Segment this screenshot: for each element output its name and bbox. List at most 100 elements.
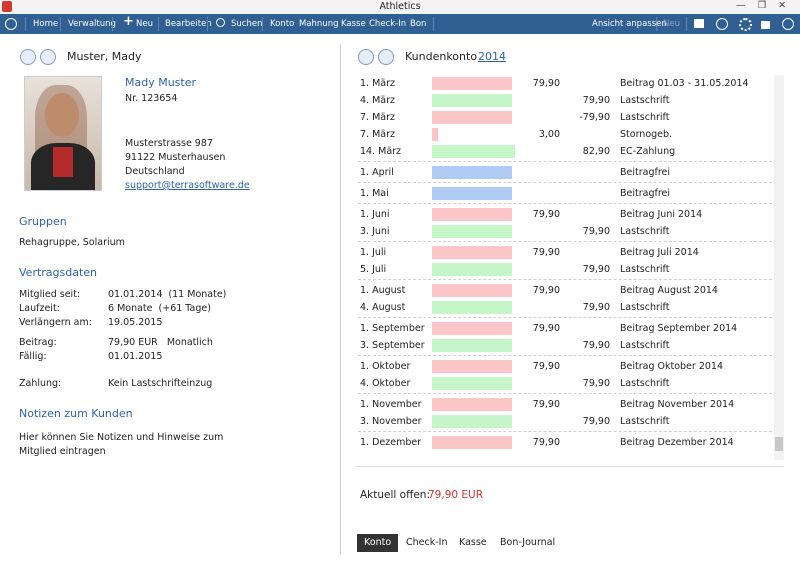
- toolbar-button[interactable]: Kasse: [341, 19, 366, 29]
- toolbar-separator: [25, 17, 26, 31]
- credit-amount: 79,90: [582, 95, 610, 106]
- toolbar-separator: [433, 17, 434, 31]
- entry-bar: [432, 246, 512, 259]
- entry-date: 4. Oktober: [360, 378, 411, 389]
- entry-text: Beitrag September 2014: [620, 323, 738, 334]
- year-link[interactable]: 2014: [478, 50, 506, 63]
- back-icon[interactable]: [5, 18, 17, 30]
- tab[interactable]: Kasse: [459, 537, 487, 548]
- settings-icon[interactable]: [739, 18, 752, 31]
- entry-bar: [432, 360, 512, 373]
- tab[interactable]: Konto: [357, 534, 399, 552]
- entry-bar: [432, 415, 512, 428]
- toolbar-separator: [112, 17, 113, 31]
- entry-text: Lastschrift: [620, 95, 670, 106]
- toolbar-button[interactable]: Bon: [410, 19, 427, 29]
- entry-bar: [432, 322, 512, 335]
- entry-date: 3. September: [360, 340, 425, 351]
- email-link[interactable]: support@terrasoftware.de: [125, 180, 250, 191]
- entry-date: 1. Oktober: [360, 361, 411, 372]
- section-heading: Vertragsdaten: [19, 266, 98, 279]
- month-separator: [358, 182, 772, 183]
- toolbar-button[interactable]: Suchen: [231, 19, 263, 29]
- entry-bar: [432, 225, 512, 238]
- app-icon: [2, 1, 12, 12]
- entry-date: 14. März: [360, 146, 402, 157]
- groups-text: Rehagruppe, Solarium: [19, 237, 125, 248]
- prev-button[interactable]: [358, 49, 374, 65]
- search-icon: [216, 18, 225, 27]
- entry-text: Lastschrift: [620, 340, 670, 351]
- month-separator: [358, 161, 772, 162]
- tab[interactable]: Check-In: [406, 537, 448, 548]
- toolbar-button[interactable]: Home: [33, 19, 59, 29]
- entry-bar: [432, 128, 438, 141]
- info-icon[interactable]: [782, 18, 794, 30]
- toolbar-button[interactable]: Ansicht anpassen: [592, 19, 667, 29]
- entry-bar: [432, 339, 512, 352]
- entry-text: EC-Zahlung: [620, 146, 676, 157]
- debit-amount: 79,90: [532, 437, 560, 448]
- debit-amount: 79,90: [532, 209, 560, 220]
- entry-text: Lastschrift: [620, 112, 670, 123]
- entry-date: 7. März: [360, 112, 395, 123]
- entry-date: 1. August: [360, 285, 406, 296]
- toolbar-button[interactable]: Konto: [270, 19, 295, 29]
- prev-button[interactable]: [20, 49, 36, 65]
- plus-icon: +: [123, 14, 134, 29]
- address-line: Musterstrasse 987: [125, 138, 213, 149]
- toolbar-button[interactable]: Check-In: [369, 19, 407, 29]
- toolbar-separator: [60, 17, 61, 31]
- month-separator: [358, 431, 772, 432]
- entry-bar: [432, 111, 512, 124]
- contract-label: Fällig:: [19, 351, 47, 362]
- contract-value: Kein Lastschrifteinzug: [108, 378, 213, 389]
- entry-text: Beitrag Juli 2014: [620, 247, 699, 258]
- member-photo: [24, 76, 102, 191]
- window-title: Athletics: [379, 1, 421, 12]
- account-title: Kundenkonto: [405, 50, 478, 63]
- entry-text: Beitrag 01.03 - 31.05.2014: [620, 78, 749, 89]
- entry-bar: [432, 398, 512, 411]
- entry-bar: [432, 77, 512, 90]
- credit-amount: 82,90: [582, 146, 610, 157]
- toolbar-button[interactable]: Verwaltung: [68, 19, 116, 29]
- entry-text: Beitrag November 2014: [620, 399, 735, 410]
- contract-value: 01.01.2015: [108, 351, 163, 362]
- print-icon[interactable]: [694, 19, 704, 28]
- entry-date: 3. Juni: [360, 226, 390, 237]
- entry-text: Lastschrift: [620, 416, 670, 427]
- entry-bar: [432, 208, 512, 221]
- entry-text: Lastschrift: [620, 378, 670, 389]
- window-controls[interactable]: — ❐ ✕: [736, 0, 787, 11]
- scrollbar[interactable]: [774, 75, 784, 460]
- section-heading: Gruppen: [19, 215, 67, 228]
- contract-label: Beitrag:: [19, 337, 57, 348]
- entry-text: Beitrag Dezember 2014: [620, 437, 734, 448]
- next-button[interactable]: [40, 49, 56, 65]
- open-label: Aktuell offen:: [360, 489, 430, 501]
- entry-date: 1. Mai: [360, 188, 389, 199]
- entry-date: 4. März: [360, 95, 395, 106]
- month-separator: [358, 203, 772, 204]
- next-button[interactable]: [378, 49, 394, 65]
- entry-text: Lastschrift: [620, 226, 670, 237]
- section-heading: Notizen zum Kunden: [19, 407, 133, 420]
- toolbar-button[interactable]: Bearbeiten: [165, 19, 212, 29]
- chat-icon[interactable]: [716, 18, 728, 30]
- toolbar-button[interactable]: Neu: [663, 19, 680, 29]
- toolbar-button[interactable]: Mahnung: [299, 19, 339, 29]
- month-separator: [358, 393, 772, 394]
- entry-bar: [432, 187, 512, 200]
- divider: [356, 466, 784, 467]
- entry-date: 1. März: [360, 78, 395, 89]
- debit-amount: 3,00: [538, 129, 560, 140]
- entry-bar: [432, 166, 512, 179]
- contract-label: Laufzeit:: [19, 303, 60, 314]
- entry-text: Beitrag August 2014: [620, 285, 718, 296]
- tab[interactable]: Bon-Journal: [500, 537, 556, 548]
- lock-icon[interactable]: [761, 21, 770, 29]
- toolbar-button[interactable]: Neu: [136, 19, 153, 29]
